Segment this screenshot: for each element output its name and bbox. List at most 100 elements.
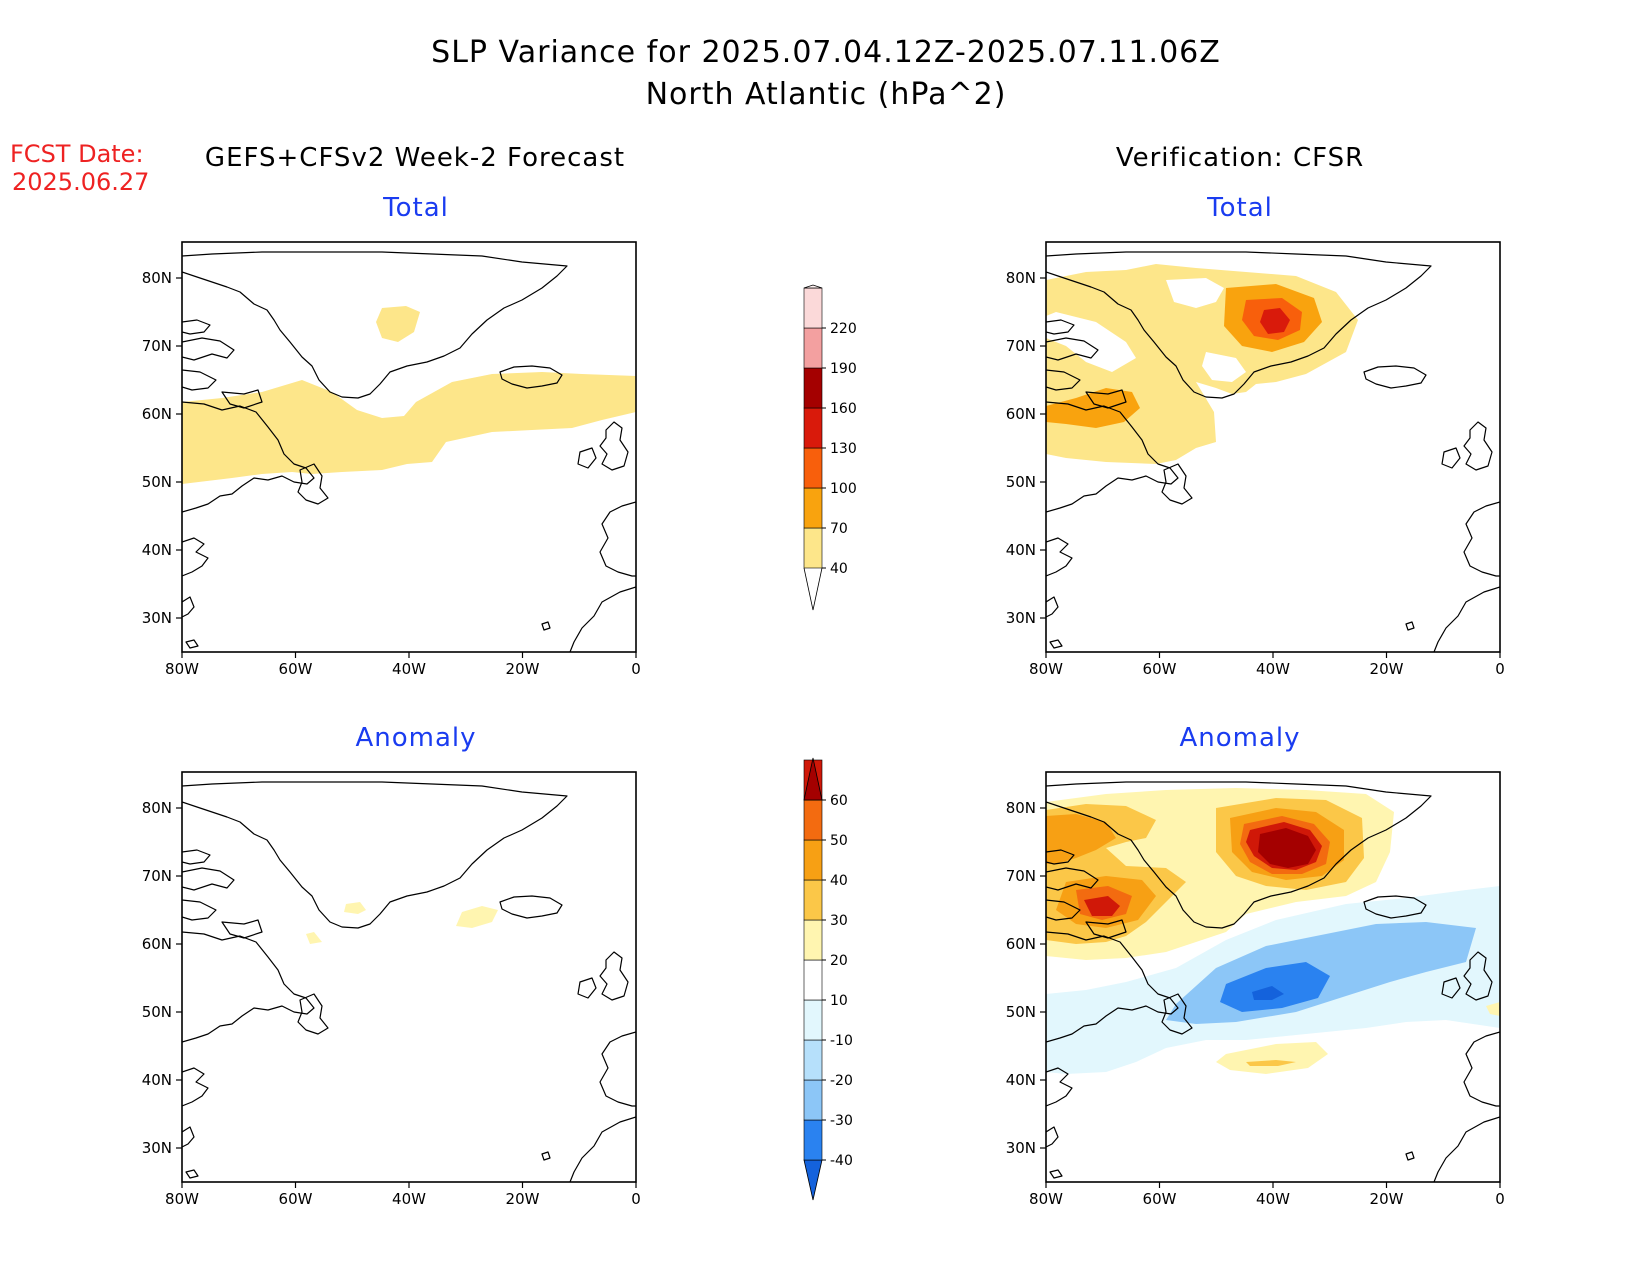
forecast-anomaly-map bbox=[181, 771, 637, 1183]
verification-total-title: Total bbox=[1206, 193, 1273, 223]
lat-tick-label: 50N bbox=[1006, 1003, 1036, 1021]
lon-tick-label: 60W bbox=[279, 660, 313, 678]
lat-tick-label: 30N bbox=[1006, 609, 1036, 627]
lon-tick-label: 20W bbox=[1370, 660, 1404, 678]
colorbar-label: -40 bbox=[830, 1153, 853, 1169]
verification-total-map bbox=[1045, 241, 1501, 653]
shade-40-70 bbox=[182, 372, 636, 484]
lat-tick-label: 60N bbox=[142, 405, 172, 423]
coastline bbox=[182, 781, 636, 1182]
anomaly-colorbar: -40 -30 -20 -10 10 20 30 40 50 60 bbox=[803, 757, 853, 1201]
lon-tick-label: 40W bbox=[1256, 1190, 1290, 1208]
colorbar-segment bbox=[803, 287, 823, 329]
colorbar-label: 40 bbox=[830, 873, 848, 889]
shade-above-60 bbox=[1258, 828, 1316, 868]
lon-tick-label: 60W bbox=[1143, 660, 1177, 678]
figure-title-line1: SLP Variance for 2025.07.04.12Z-2025.07.… bbox=[431, 35, 1221, 70]
fcst-date-label: FCST Date: bbox=[10, 140, 144, 168]
lat-tick-label: 80N bbox=[1006, 269, 1036, 287]
colorbar-segment bbox=[803, 1039, 823, 1081]
lat-tick-label: 60N bbox=[1006, 935, 1036, 953]
shade-0-40 bbox=[1046, 312, 1136, 372]
forecast-total-title: Total bbox=[382, 193, 449, 223]
colorbar-label: 50 bbox=[830, 833, 848, 849]
colorbar-segment bbox=[803, 1079, 823, 1121]
colorbar-label: 70 bbox=[830, 521, 848, 537]
shade-minus-30-minus-40 bbox=[1220, 962, 1330, 1012]
shade-10-20 bbox=[306, 932, 322, 944]
verification-header: Verification: CFSR bbox=[1116, 143, 1364, 173]
lat-tick-label: 50N bbox=[142, 473, 172, 491]
forecast-header: GEFS+CFSv2 Week-2 Forecast bbox=[205, 143, 625, 173]
lat-tick-label: 40N bbox=[1006, 541, 1036, 559]
axis-ticks: 80N 70N 60N 50N 40N 30N 80W 60W 40W 20W 0 80N 70N 60N… bbox=[142, 269, 1505, 1208]
colorbar-segment bbox=[803, 959, 823, 1001]
lon-tick-label: 60W bbox=[279, 1190, 313, 1208]
colorbar-label: 60 bbox=[830, 793, 848, 809]
lon-tick-label: 80W bbox=[1029, 1190, 1063, 1208]
lat-tick-label: 70N bbox=[142, 867, 172, 885]
lat-tick-label: 60N bbox=[142, 935, 172, 953]
lon-tick-label: 0 bbox=[631, 660, 641, 678]
shade-50-60 bbox=[1084, 896, 1120, 916]
colorbar-segment bbox=[803, 527, 823, 569]
colorbar-label: 40 bbox=[830, 561, 848, 577]
lon-tick-label: 40W bbox=[392, 1190, 426, 1208]
lat-tick-label: 70N bbox=[1006, 337, 1036, 355]
shade-10-20 bbox=[456, 906, 498, 928]
colorbar-label: -30 bbox=[830, 1113, 853, 1129]
lon-tick-label: 0 bbox=[1495, 660, 1505, 678]
shade-10-20 bbox=[1216, 1042, 1328, 1074]
colorbar-segment bbox=[803, 839, 823, 881]
colorbar-segment bbox=[803, 407, 823, 449]
colorbar-segment bbox=[803, 1119, 823, 1161]
colorbar-label: 130 bbox=[830, 441, 857, 457]
lon-tick-label: 20W bbox=[506, 1190, 540, 1208]
lat-tick-label: 40N bbox=[142, 1071, 172, 1089]
lon-tick-label: 80W bbox=[1029, 660, 1063, 678]
lon-tick-label: 40W bbox=[392, 660, 426, 678]
lat-tick-label: 50N bbox=[1006, 473, 1036, 491]
colorbar-segment bbox=[803, 367, 823, 409]
lon-tick-label: 0 bbox=[1495, 1190, 1505, 1208]
lat-tick-label: 60N bbox=[1006, 405, 1036, 423]
lon-tick-label: 80W bbox=[165, 1190, 199, 1208]
colorbar-label: 160 bbox=[830, 401, 857, 417]
lon-tick-label: 60W bbox=[1143, 1190, 1177, 1208]
colorbar-label: 10 bbox=[830, 993, 848, 1009]
colorbar-segment bbox=[803, 327, 823, 369]
colorbar-label: 220 bbox=[830, 321, 857, 337]
lat-tick-label: 80N bbox=[1006, 799, 1036, 817]
colorbar-segment bbox=[803, 999, 823, 1041]
colorbar-label: 100 bbox=[830, 481, 857, 497]
colorbar-label: 20 bbox=[830, 953, 848, 969]
colorbar-arrow-bottom bbox=[803, 1159, 823, 1201]
colorbar-segment bbox=[803, 799, 823, 841]
colorbar-arrow-top bbox=[803, 757, 823, 801]
lat-tick-label: 40N bbox=[142, 541, 172, 559]
colorbar-segment bbox=[803, 284, 823, 289]
lon-tick-label: 20W bbox=[1370, 1190, 1404, 1208]
lat-tick-label: 30N bbox=[142, 609, 172, 627]
verification-anomaly-map bbox=[1045, 771, 1501, 1183]
lat-tick-label: 30N bbox=[1006, 1139, 1036, 1157]
colorbar-segment bbox=[803, 447, 823, 489]
fcst-date-value: 2025.06.27 bbox=[12, 168, 149, 196]
lat-tick-label: 80N bbox=[142, 799, 172, 817]
shade-0-40 bbox=[1166, 278, 1224, 308]
lat-tick-label: 50N bbox=[142, 1003, 172, 1021]
shade-40-70 bbox=[376, 306, 420, 342]
lat-tick-label: 40N bbox=[1006, 1071, 1036, 1089]
figure-title-line2: North Atlantic (hPa^2) bbox=[646, 77, 1007, 112]
shade-130-160 bbox=[1260, 308, 1290, 334]
verification-anomaly-title: Anomaly bbox=[1179, 723, 1300, 753]
lon-tick-label: 80W bbox=[165, 660, 199, 678]
colorbar-segment bbox=[803, 919, 823, 961]
shade-10-20 bbox=[344, 902, 366, 914]
colorbar-label: -20 bbox=[830, 1073, 853, 1089]
shade-20-30 bbox=[1246, 1060, 1296, 1066]
colorbar-label: 30 bbox=[830, 913, 848, 929]
forecast-total-map bbox=[181, 241, 637, 653]
lon-tick-label: 0 bbox=[631, 1190, 641, 1208]
